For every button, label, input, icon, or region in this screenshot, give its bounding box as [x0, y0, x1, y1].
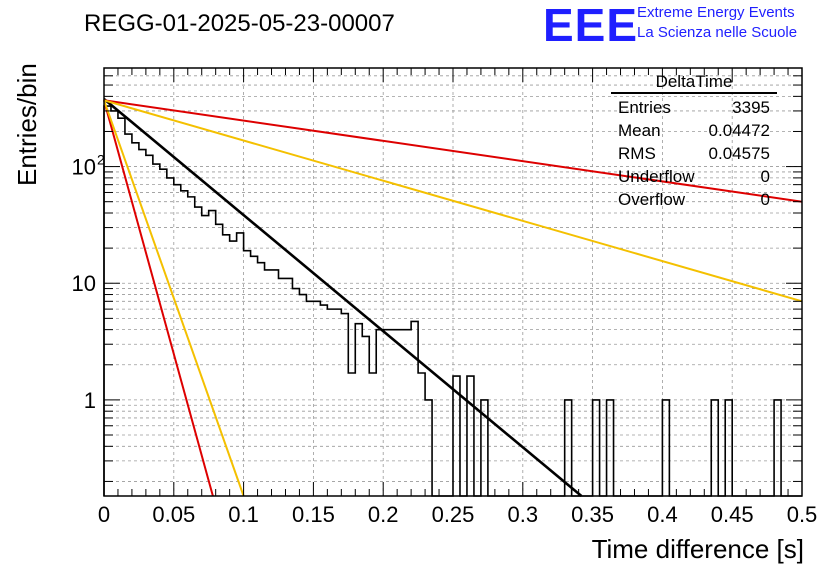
x-tick-label: 0.2 — [368, 502, 399, 527]
stats-row-entries: Entries 3395 — [611, 96, 777, 119]
x-tick-label: 0.1 — [228, 502, 259, 527]
stats-label: Entries — [618, 98, 671, 117]
stats-value: 0.04472 — [708, 121, 770, 140]
stats-box: DeltaTime Entries 3395 Mean 0.04472 RMS 0.0… — [611, 72, 777, 211]
x-tick-label: 0.4 — [647, 502, 678, 527]
x-tick-label: 0.15 — [292, 502, 335, 527]
y-tick-label: 1 — [84, 388, 96, 413]
stats-value: 0 — [760, 190, 770, 209]
black-fit-line — [103, 97, 583, 497]
y-tick-label: 10 — [72, 155, 96, 180]
stats-label: RMS — [618, 144, 656, 163]
axis-ticks — [103, 67, 803, 496]
fit-curves — [103, 97, 803, 497]
eee-logo: EEE — [543, 0, 639, 51]
stats-label: Overflow — [618, 190, 686, 209]
x-tick-label: 0.45 — [711, 502, 754, 527]
logo-tagline-1: Extreme Energy Events — [637, 4, 795, 21]
stats-label: Mean — [618, 121, 661, 140]
histogram — [103, 105, 802, 497]
y-axis-label: Entries/bin — [12, 63, 42, 186]
red-fit-line — [103, 99, 803, 203]
logo-tagline-2: La Scienza nelle Scuole — [637, 24, 798, 41]
stats-label: Underflow — [618, 167, 695, 186]
chart-title: REGG-01-2025-05-23-00007 — [84, 10, 395, 37]
x-tick-label: 0.25 — [432, 502, 475, 527]
stats-value: 0 — [760, 167, 770, 186]
stats-row-overflow: Overflow 0 — [611, 188, 777, 211]
stats-value: 0.04575 — [708, 144, 770, 163]
stats-row-rms: RMS 0.04575 — [611, 142, 777, 165]
yellow-fit-line — [103, 99, 803, 303]
x-tick-label: 0.5 — [787, 502, 818, 527]
stats-title: DeltaTime — [611, 72, 777, 94]
x-tick-label: 0.35 — [571, 502, 614, 527]
yellow-fit-line — [103, 99, 245, 497]
x-axis-label: Time difference [s] — [591, 534, 804, 564]
red-fit-line — [103, 100, 214, 497]
x-tick-label: 0 — [98, 502, 110, 527]
histogram-outline — [103, 105, 802, 497]
y-tick-label: 10 — [72, 271, 96, 296]
stats-value: 3395 — [732, 98, 770, 117]
stats-row-underflow: Underflow 0 — [611, 165, 777, 188]
y-tick-exponent: 2 — [97, 152, 105, 168]
x-tick-label: 0.3 — [508, 502, 539, 527]
stats-row-mean: Mean 0.04472 — [611, 119, 777, 142]
tick-labels: 0 0.05 0.1 0.15 0.2 0.25 0.3 0.35 0.4 0.45 0.5 1 10 1… — [72, 152, 818, 527]
x-tick-label: 0.05 — [152, 502, 195, 527]
